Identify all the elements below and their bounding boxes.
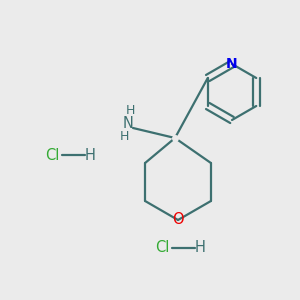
Text: Cl: Cl [45,148,59,163]
Text: H: H [195,241,206,256]
Text: H: H [125,103,135,116]
Text: N: N [226,57,238,71]
Text: O: O [172,212,184,227]
Text: H: H [85,148,95,163]
Text: H: H [119,130,129,142]
Text: Cl: Cl [155,241,169,256]
Text: N: N [123,116,134,130]
